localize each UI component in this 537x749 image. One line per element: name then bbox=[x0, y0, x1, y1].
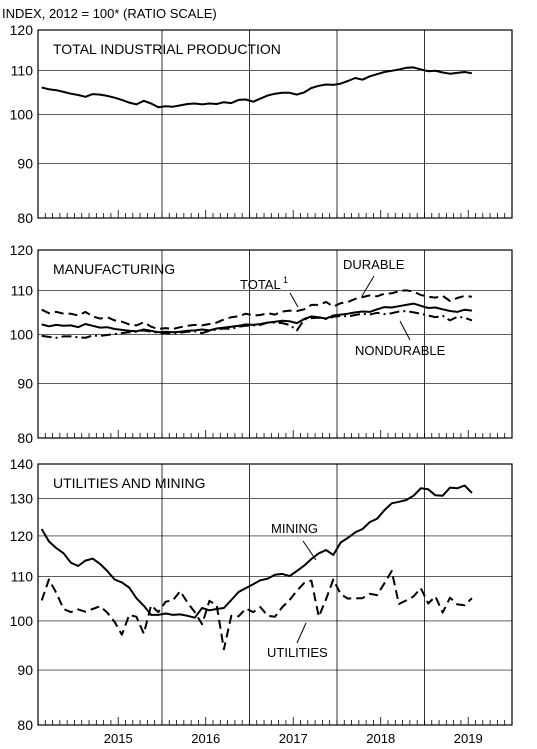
series-line-durable bbox=[41, 289, 473, 330]
series-line-total bbox=[41, 302, 473, 334]
leader-utilities bbox=[296, 622, 307, 644]
panel-frame bbox=[37, 29, 513, 219]
panel-frame bbox=[37, 249, 513, 439]
y-tick-label: 120 bbox=[10, 22, 34, 38]
panel-title: TOTAL INDUSTRIAL PRODUCTION bbox=[53, 41, 281, 57]
y-tick-label: 80 bbox=[17, 210, 33, 226]
y-tick-label: 110 bbox=[11, 282, 34, 298]
y-tick-label: 100 bbox=[10, 107, 34, 123]
y-tick-label: 120 bbox=[10, 242, 34, 258]
y-tick-label: 130 bbox=[10, 491, 34, 507]
leader-nondurable bbox=[399, 320, 411, 341]
leader-durable bbox=[361, 275, 375, 297]
series-line-total bbox=[41, 66, 473, 109]
y-tick-label: 100 bbox=[10, 327, 34, 343]
series-line-mining bbox=[40, 484, 473, 619]
x-tick-label: 2019 bbox=[454, 731, 483, 746]
y-tick-label: 110 bbox=[11, 62, 34, 78]
label-mining: MINING bbox=[271, 521, 318, 536]
x-tick-label: 2017 bbox=[279, 731, 308, 746]
y-tick-label: 110 bbox=[11, 568, 34, 584]
x-tick-label: 2018 bbox=[366, 731, 395, 746]
y-tick-label: 120 bbox=[10, 528, 34, 544]
panel-title: UTILITIES AND MINING bbox=[53, 475, 205, 491]
label-utilities: UTILITIES bbox=[267, 645, 328, 660]
x-tick-label: 2016 bbox=[191, 731, 220, 746]
leader-total bbox=[289, 292, 299, 308]
label-durable: DURABLE bbox=[343, 257, 405, 272]
y-tick-label: 80 bbox=[17, 717, 33, 733]
label-total-superscript: 1 bbox=[283, 275, 288, 285]
x-tick-label: 2015 bbox=[104, 731, 133, 746]
y-tick-label: 100 bbox=[10, 613, 34, 629]
y-axis-header-label: INDEX, 2012 = 100* (RATIO SCALE) bbox=[2, 6, 217, 21]
label-nondurable: NONDURABLE bbox=[355, 343, 446, 358]
panel-frame bbox=[37, 463, 513, 726]
y-tick-label: 80 bbox=[17, 430, 33, 446]
y-tick-label: 90 bbox=[17, 375, 33, 391]
y-tick-label: 90 bbox=[17, 155, 33, 171]
y-tick-label: 140 bbox=[10, 456, 34, 472]
series-line-utilities bbox=[40, 570, 473, 651]
panel-title: MANUFACTURING bbox=[53, 261, 175, 277]
y-tick-label: 90 bbox=[17, 662, 33, 678]
label-total: TOTAL bbox=[240, 277, 281, 292]
panel-2: 80 90 100 110 120 MANUFACTURING TOTAL 1 DURABLE N… bbox=[10, 242, 513, 446]
panel-1: 80 90 100 110 120 TOTAL INDUSTRIAL PRODUCTION bbox=[10, 22, 513, 226]
leader-mining bbox=[302, 540, 317, 561]
panel-3: 80 90 100 110 120 130 140 UTILITIES AND MINING M… bbox=[10, 456, 513, 746]
